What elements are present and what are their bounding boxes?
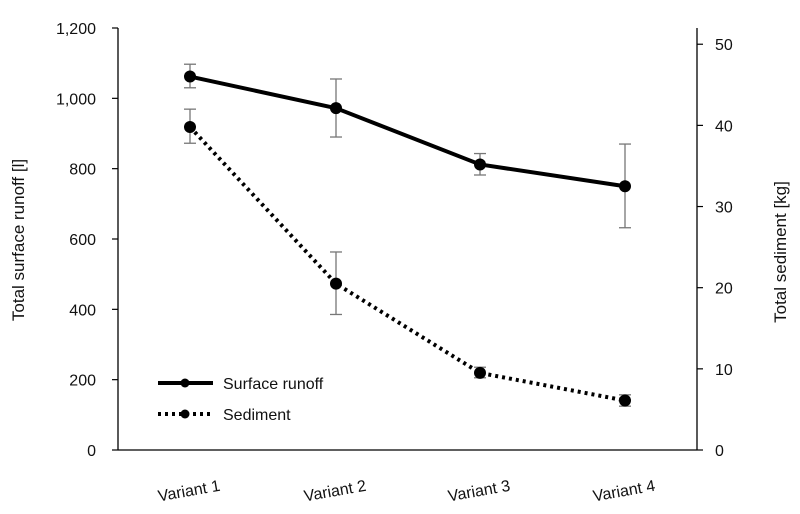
y-right-tick-label: 40 xyxy=(715,118,733,135)
legend-sediment-marker xyxy=(180,409,190,419)
data-point-runoff xyxy=(619,180,631,193)
legend-runoff-label: Surface runoff xyxy=(223,376,324,393)
y-left-tick-label: 800 xyxy=(69,162,96,179)
data-point-sediment xyxy=(184,121,196,134)
series-line-sediment xyxy=(188,125,626,403)
data-point-sediment xyxy=(330,277,342,290)
y-left-tick-label: 600 xyxy=(69,232,96,249)
y-right-tick-label: 10 xyxy=(715,362,733,379)
x-category-label: Variant 4 xyxy=(592,478,657,506)
y-left-tick-label: 0 xyxy=(87,443,96,460)
x-category-label: Variant 3 xyxy=(447,478,512,506)
data-point-runoff xyxy=(184,70,196,83)
legend-sediment-label: Sediment xyxy=(223,407,291,424)
y-axis-left-title: Total surface runoff [l] xyxy=(9,159,28,321)
plot-area: 0 200 400 600 800 1,000 1,200 0 10 20 30 40 50 Varian… xyxy=(56,21,733,505)
y-right-tick-label: 30 xyxy=(715,200,733,217)
y-right-tick-label: 0 xyxy=(715,443,724,460)
x-category-label: Variant 2 xyxy=(303,478,368,506)
y-right-tick-label: 50 xyxy=(715,37,733,54)
legend-runoff-marker xyxy=(180,378,190,388)
y-left-tick-label: 1,200 xyxy=(56,21,96,38)
y-right-tick-label: 20 xyxy=(715,281,733,298)
data-point-runoff xyxy=(474,158,486,171)
y-axis-right-title: Total sediment [kg] xyxy=(771,181,790,323)
y-left-tick-label: 400 xyxy=(69,302,96,319)
data-point-sediment xyxy=(474,366,486,379)
data-point-runoff xyxy=(330,102,342,115)
x-category-label: Variant 1 xyxy=(157,478,222,506)
series-line-runoff xyxy=(189,74,626,189)
data-point-sediment xyxy=(619,394,631,407)
y-left-tick-label: 1,000 xyxy=(56,91,96,108)
y-left-tick-label: 200 xyxy=(69,373,96,390)
legend: Surface runoff Sediment xyxy=(158,376,324,424)
